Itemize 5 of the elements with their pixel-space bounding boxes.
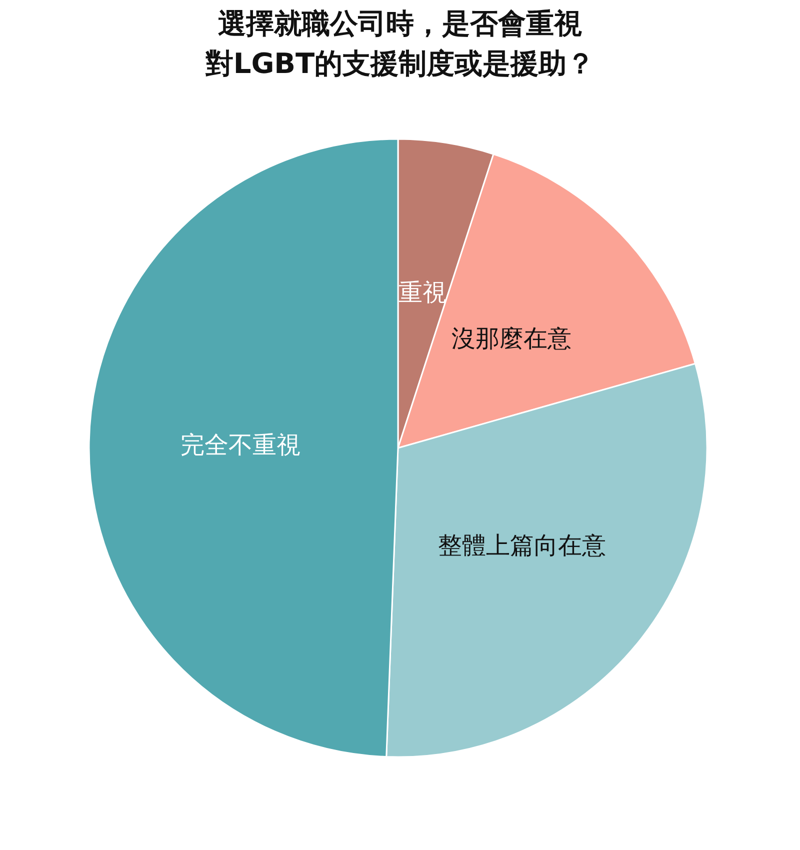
slice-label: 重視 — [398, 278, 447, 306]
slice-label: 沒那麼在意 — [451, 324, 572, 353]
chart-title: 選擇就職公司時，是否會重視對LGBT的支援制度或是援助？ — [204, 6, 596, 82]
slice-label: 完全不重視 — [180, 431, 301, 460]
slice-label: 整體上篇向在意 — [438, 531, 606, 560]
